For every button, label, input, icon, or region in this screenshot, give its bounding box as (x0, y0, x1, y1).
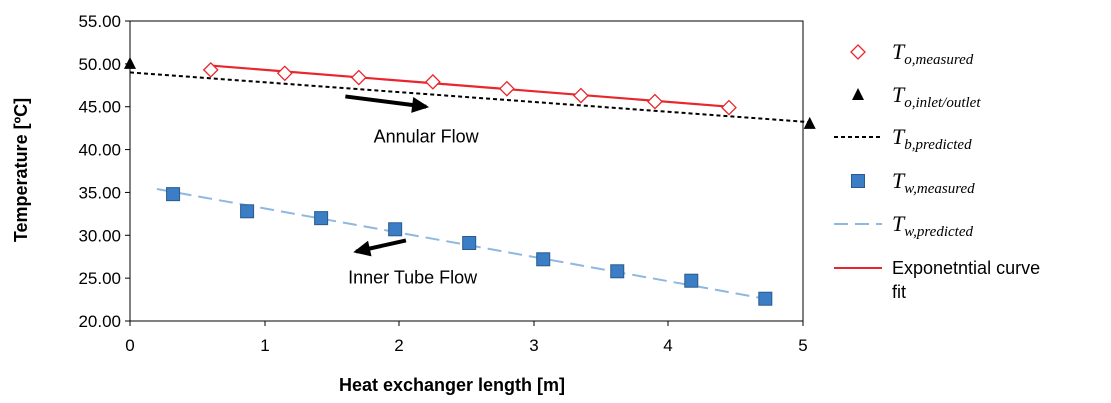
series-line (210, 64, 730, 108)
legend-label-line2: fit (892, 282, 906, 302)
legend-label: To,measured (892, 39, 974, 68)
data-point (350, 69, 367, 86)
x-tick-label: 0 (125, 336, 134, 355)
legend-label: Tb,predicted (892, 124, 972, 153)
data-point (202, 61, 219, 78)
data-point (758, 291, 773, 306)
data-point (166, 187, 181, 202)
legend-symbol (852, 88, 864, 100)
x-tick-label: 3 (529, 336, 538, 355)
y-tick-label: 35.00 (78, 183, 121, 202)
legend-label: Tw,predicted (892, 211, 973, 240)
data-point (721, 99, 737, 116)
data-point (572, 87, 589, 104)
legend-label: Tw,measured (892, 168, 975, 197)
data-point (610, 264, 625, 279)
series-line (156, 188, 766, 300)
legend: To,measured To,inlet/outlet Tb,predicted Tw… (834, 39, 1040, 302)
y-axis-title: Temperature [ºC] (11, 98, 31, 242)
y-tick-label: 55.00 (78, 12, 121, 31)
data-point (684, 273, 699, 288)
data-point (388, 222, 403, 237)
x-tick-label: 4 (663, 336, 672, 355)
data-point (536, 252, 551, 267)
legend-symbol (851, 174, 865, 188)
data-point (803, 116, 816, 129)
legend-symbol (850, 44, 866, 60)
x-tick-label: 1 (260, 336, 269, 355)
x-tick-label: 5 (798, 336, 807, 355)
series-line (129, 71, 810, 124)
y-tick-label: 40.00 (78, 141, 121, 160)
annotation-arrowhead (353, 240, 372, 257)
legend-label: To,inlet/outlet (892, 82, 981, 111)
plot-frame (129, 20, 804, 322)
data-point (240, 204, 255, 219)
data-point (424, 73, 441, 90)
annotation-label: Annular Flow (374, 127, 480, 147)
y-tick-label: 20.00 (78, 312, 121, 331)
plot-area: 20.00 25.00 30.00 35.00 40.00 45.00 50.00 55.00… (78, 12, 816, 355)
x-tick-label: 2 (394, 336, 403, 355)
y-tick-label: 30.00 (78, 226, 121, 245)
annotation-label: Inner Tube Flow (348, 267, 478, 287)
legend-label: Exponetntial curve (892, 258, 1040, 278)
data-point (647, 93, 663, 110)
data-point (462, 236, 477, 250)
y-tick-label: 50.00 (78, 55, 121, 74)
annotation-arrowhead (411, 97, 430, 113)
y-tick-label: 25.00 (78, 269, 121, 288)
x-axis-title: Heat exchanger length [m] (339, 375, 565, 395)
data-point (276, 65, 293, 82)
data-point (314, 211, 329, 226)
data-point (124, 56, 136, 69)
y-tick-label: 45.00 (78, 98, 121, 117)
data-point (498, 80, 515, 97)
